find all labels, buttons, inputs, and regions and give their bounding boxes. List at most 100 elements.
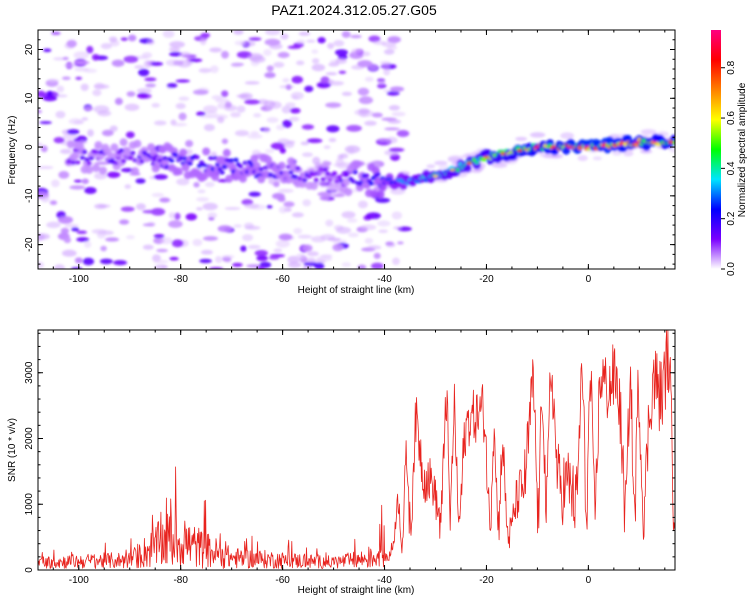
spectrogram-cell <box>142 244 154 250</box>
spectrogram-cell <box>127 155 134 161</box>
spectrogram-cell <box>278 188 294 193</box>
spectrogram-cell <box>168 212 176 219</box>
spectrogram-cell <box>651 140 657 144</box>
spectrogram-cell <box>316 256 333 262</box>
y-tick-label: -20 <box>24 237 35 252</box>
spectrogram-cell <box>322 167 328 172</box>
spectrogram-cell <box>86 161 92 166</box>
spectrogram-cell <box>55 94 68 98</box>
spectrogram-cell <box>196 163 202 169</box>
x-tick-label: -100 <box>69 575 89 586</box>
spectrogram-cell <box>61 249 77 257</box>
spectrogram-cell <box>75 76 83 80</box>
spectrogram-cell <box>377 220 391 227</box>
spectrogram-cell <box>43 48 52 53</box>
spectrogram-cell <box>385 136 398 144</box>
spectrogram-cell <box>306 251 319 257</box>
spectrogram-cell <box>199 37 207 46</box>
spectrogram-cell <box>399 181 408 190</box>
spectrogram-cell <box>105 237 120 242</box>
snr-frame <box>38 330 675 570</box>
spectrogram-cell <box>295 166 301 171</box>
spectrogram-cell <box>346 124 362 132</box>
spectrogram-cell <box>298 31 311 36</box>
spectrogram-cell <box>68 118 83 125</box>
spectrogram-cell <box>51 31 61 36</box>
spectrogram-cell <box>320 177 326 182</box>
spectrogram-cell <box>325 72 338 76</box>
y-tick-label: 0 <box>24 567 35 573</box>
spectrogram-cell <box>174 212 181 220</box>
spectrogram-cell <box>311 58 320 64</box>
spectrogram-cell <box>75 160 81 165</box>
spectrogram-cell <box>121 158 127 164</box>
spectrogram-cell <box>40 195 50 203</box>
spectrogram-cell <box>254 249 268 257</box>
spectrogram-cell <box>244 99 260 105</box>
spectrogram-cell <box>142 223 155 227</box>
spectrogram-cell <box>176 178 190 186</box>
spectrogram-cell <box>592 156 602 161</box>
spectrogram-cell <box>178 96 190 101</box>
spectrogram-cell <box>280 33 289 40</box>
spectrogram-cell <box>385 241 394 246</box>
spectrogram-cell <box>111 59 125 67</box>
spectrogram-cell <box>200 249 213 255</box>
spectrogram-cell <box>381 62 390 70</box>
spectrogram-cell <box>381 41 397 48</box>
spectrogram-cell <box>309 182 318 190</box>
spectrogram-cell <box>426 164 436 169</box>
spectrogram-cell <box>221 164 228 169</box>
spectrogram-cell <box>128 34 137 42</box>
spectrogram-cell <box>99 166 107 175</box>
spectrogram-cell <box>150 61 164 66</box>
spectrogram-cell <box>601 144 607 147</box>
spectrogram-cell <box>577 155 588 162</box>
spectrogram-cell <box>327 79 334 83</box>
spectrogram-cell <box>302 177 308 183</box>
spectrogram-cell <box>123 55 139 63</box>
spectrogram-cell <box>85 165 94 174</box>
snr-xlabel: Height of straight line (km) <box>298 585 415 596</box>
spectrogram-cell <box>302 244 313 252</box>
spectrogram-cell <box>357 87 370 96</box>
spectrogram-cell <box>350 179 356 184</box>
spectrogram-cell <box>192 238 203 247</box>
spectrogram-cell <box>328 62 340 67</box>
spectrogram-cell <box>396 129 410 138</box>
spectrogram-cell <box>153 233 165 239</box>
spectrogram-cell <box>66 129 80 135</box>
spectrogram-cell <box>53 57 66 61</box>
spectrogram-cell <box>125 131 135 139</box>
spectrogram-cell <box>71 151 80 160</box>
spectrogram-cell <box>279 85 295 89</box>
spectrogram-cell <box>311 63 326 72</box>
spectrogram-cell <box>110 143 119 152</box>
spectrogram-cell <box>376 190 385 199</box>
spectrogram-cell <box>357 264 367 269</box>
spectrogram-cell <box>38 109 42 114</box>
spectrogram-cell <box>305 257 316 264</box>
spectrogram-cell <box>668 140 674 144</box>
spectrogram-cell <box>175 102 186 110</box>
snr-ticks: -100 -80 -60 -40 -20 0 0 1000 2000 3000 <box>24 330 675 586</box>
spectrogram-cell <box>250 55 266 63</box>
spectrogram-cell <box>371 262 384 269</box>
spectrogram-cell <box>73 138 81 142</box>
spectrogram-cell <box>319 179 328 188</box>
y-tick-label: 0 <box>24 144 35 150</box>
spectrogram-cell <box>317 83 332 87</box>
spectrogram-cell <box>204 181 215 188</box>
spectrogram-cell <box>53 136 65 144</box>
spectrogram-cell <box>543 155 560 159</box>
colorbar-label: Normalized spectral amplitude <box>737 82 748 217</box>
spectrogram-cell <box>202 236 219 241</box>
spectrogram-cell <box>264 30 281 36</box>
spectrogram-cell <box>215 256 223 263</box>
spectrogram-cell <box>87 129 94 137</box>
spectrogram-cell <box>236 94 250 98</box>
spectrogram-cell <box>197 189 206 194</box>
spectrogram-cell <box>252 161 261 170</box>
spectrogram-cell <box>136 92 149 99</box>
spectrogram-cell <box>46 221 61 229</box>
